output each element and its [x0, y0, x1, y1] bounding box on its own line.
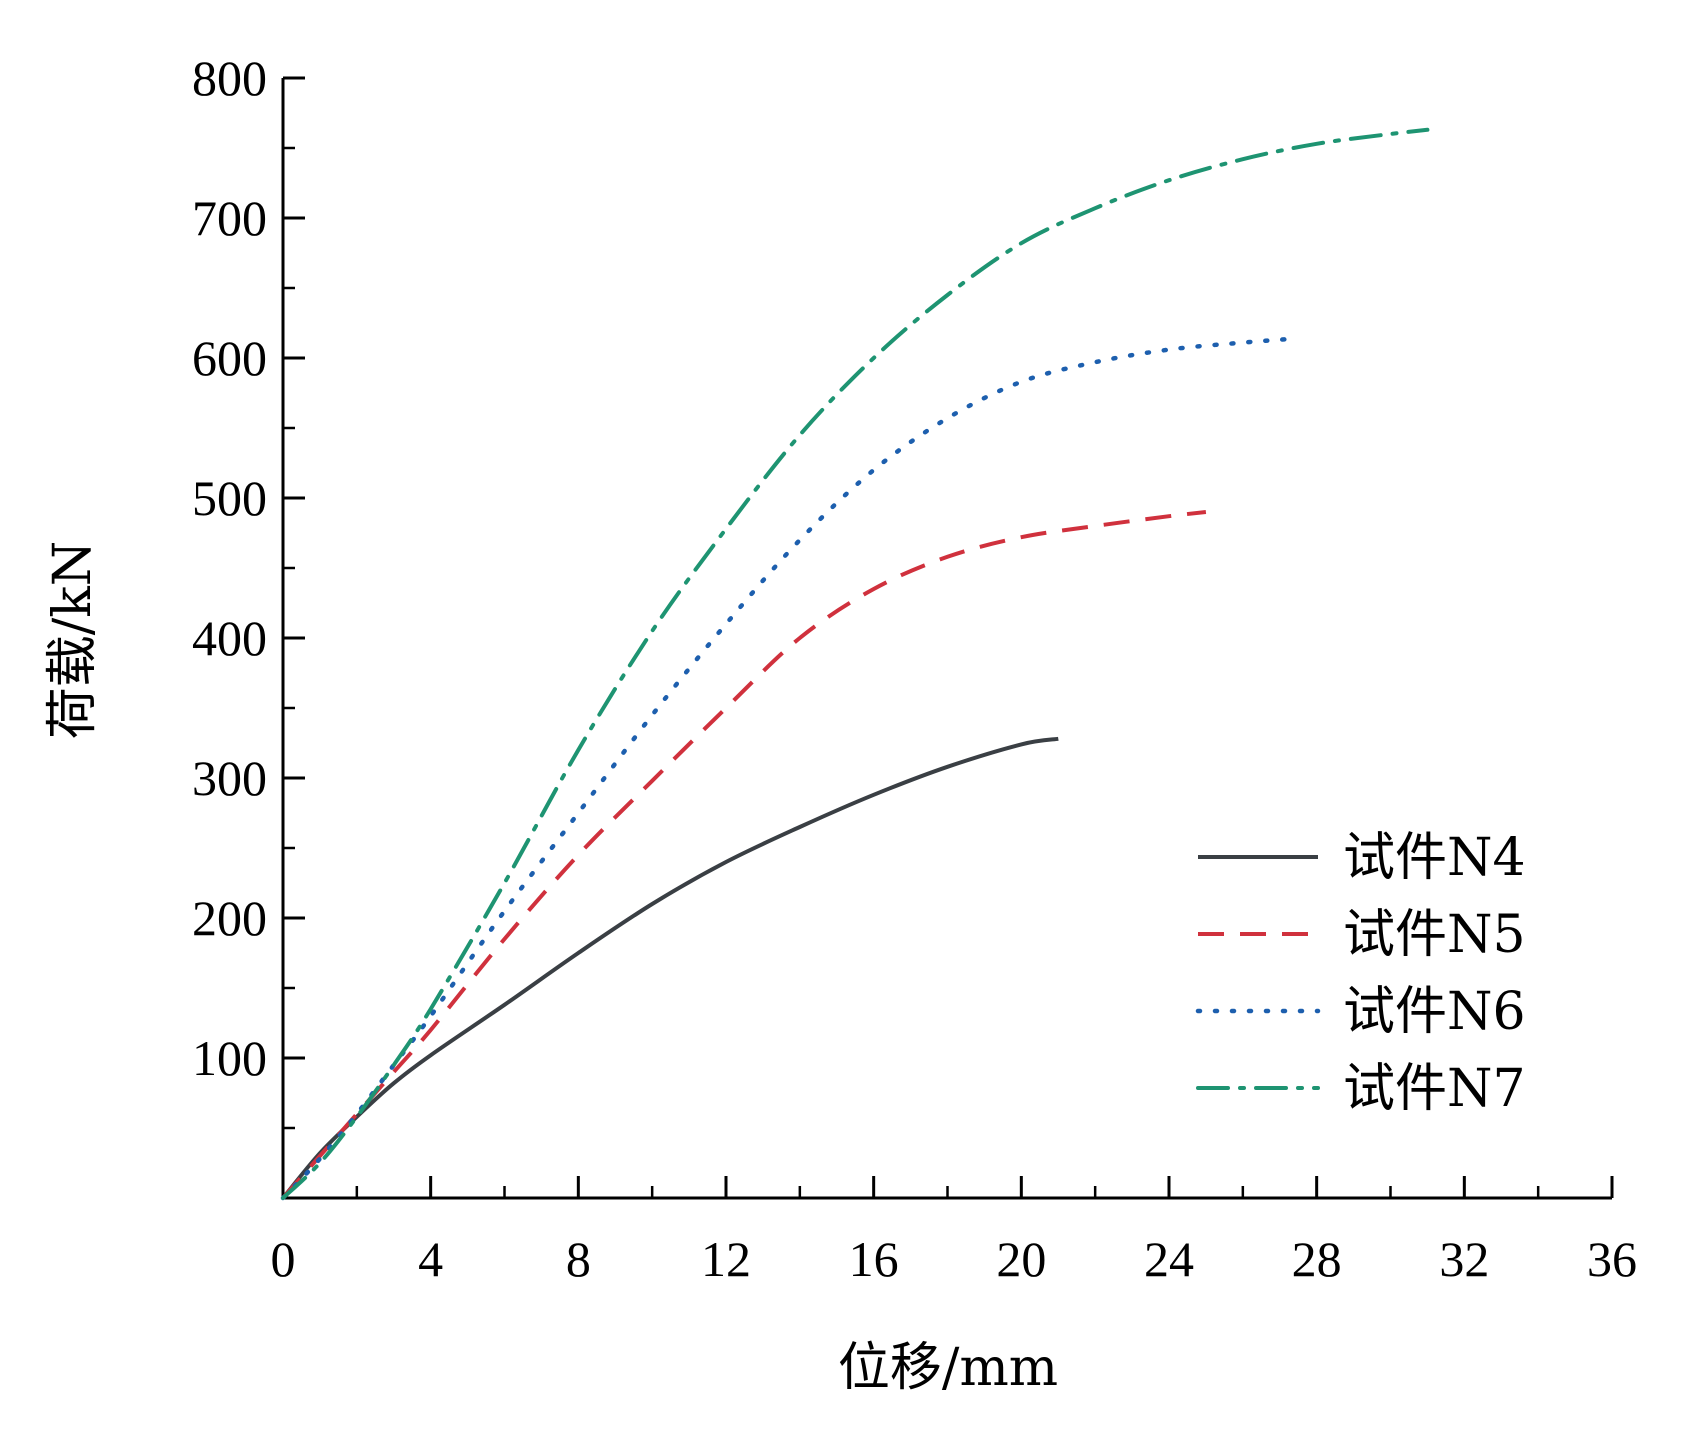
y-tick-label: 600: [192, 330, 267, 386]
x-tick-label: 0: [271, 1231, 296, 1287]
axes: 0 4 8 12 16 20 24 28 32 36 100 200 300 400 500 600 700 80…: [192, 50, 1637, 1287]
x-axis-title: 位移/mm: [838, 1338, 1058, 1398]
y-tick-label: 200: [192, 890, 267, 946]
x-tick-label: 12: [701, 1231, 751, 1287]
series-line-试件N5: [281, 510, 1207, 1200]
x-tick-label: 8: [566, 1231, 591, 1287]
x-tick-label: 28: [1292, 1231, 1342, 1287]
legend-label: 试件N4: [1343, 828, 1526, 888]
y-tick-label: 100: [192, 1030, 267, 1086]
x-tick-label: 20: [996, 1231, 1046, 1287]
legend-label: 试件N6: [1343, 982, 1526, 1042]
legend: 试件N4 试件N5 试件N6 试件N7: [1195, 828, 1526, 1119]
series-line-试件N4: [281, 736, 1059, 1200]
x-tick-label: 16: [849, 1231, 899, 1287]
y-tick-label: 700: [192, 190, 267, 246]
y-tick-label: 800: [192, 50, 267, 106]
series-line-试件N7: [281, 127, 1430, 1200]
legend-label: 试件N7: [1343, 1059, 1526, 1119]
x-tick-label: 4: [418, 1231, 443, 1287]
legend-label: 试件N5: [1343, 905, 1526, 965]
x-tick-label: 24: [1144, 1231, 1194, 1287]
y-tick-label: 500: [192, 470, 267, 526]
x-tick-label: 32: [1439, 1231, 1489, 1287]
y-tick-label: 300: [192, 750, 267, 806]
y-tick-label: 400: [192, 610, 267, 666]
x-tick-label: 36: [1587, 1231, 1637, 1287]
y-axis-title: 荷载/kN: [43, 541, 103, 740]
series-line-试件N6: [280, 336, 1301, 1201]
plot-area: [280, 127, 1430, 1201]
